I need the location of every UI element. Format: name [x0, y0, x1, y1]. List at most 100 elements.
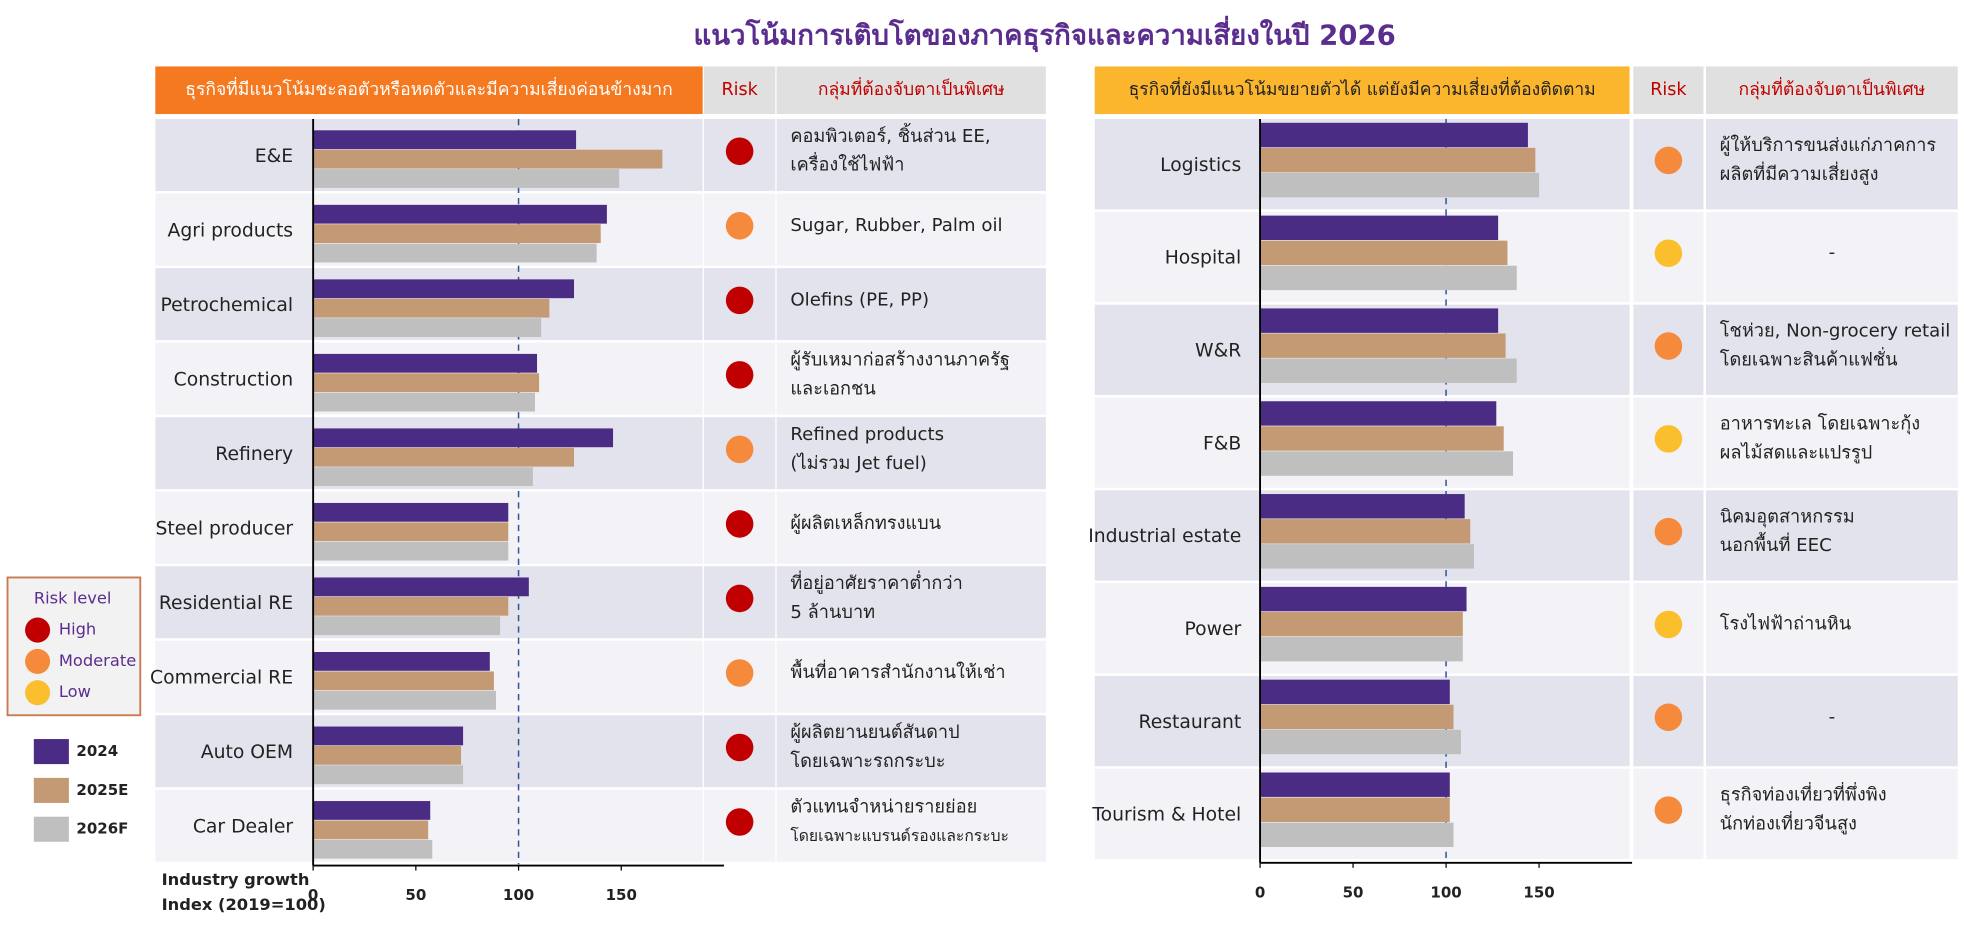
note-text: และเอกชน [790, 378, 875, 399]
risk-dot [725, 435, 754, 464]
legend-label: 2025E [76, 781, 128, 799]
x-tick-label: 100 [503, 886, 534, 904]
bar [313, 839, 433, 859]
bar [1260, 586, 1467, 612]
row-bg [1705, 768, 1958, 860]
bar [1260, 265, 1517, 291]
header-risk: Risk [1650, 80, 1687, 100]
bar [313, 318, 542, 337]
risk-dot [725, 584, 754, 613]
row-bg [776, 119, 1046, 192]
bar [1260, 822, 1454, 848]
category-label: Agri products [167, 220, 293, 241]
bar [313, 745, 462, 765]
legend-label: Moderate [59, 651, 136, 670]
risk-dot [1654, 146, 1683, 175]
bar [313, 130, 577, 150]
note-text: คอมพิวเตอร์, ชิ้นส่วน EE, [790, 123, 990, 147]
legend-label: High [59, 620, 96, 639]
page-title: แนวโน้มการเติบโตของภาคธุรกิจและความเสี่ย… [693, 15, 1395, 52]
row-bg [776, 193, 1046, 266]
category-label: Car Dealer [193, 817, 294, 838]
bar [313, 577, 529, 597]
bar [1260, 333, 1506, 358]
legend-label: 2024 [76, 742, 118, 760]
bar [313, 820, 429, 840]
legend-title: Risk level [34, 588, 112, 607]
bar [1260, 704, 1454, 730]
legend-swatch [33, 816, 69, 842]
risk-dot [1654, 332, 1683, 360]
bar [1260, 358, 1517, 383]
risk-dot [1654, 796, 1683, 824]
bar [1260, 451, 1514, 476]
bar [313, 765, 464, 785]
bar [313, 169, 620, 188]
bar [1260, 426, 1504, 451]
bar [1260, 772, 1450, 797]
category-label: Tourism & Hotel [1091, 805, 1241, 826]
bar [313, 616, 501, 636]
row-bg [776, 640, 1046, 713]
risk-dot [725, 212, 754, 240]
bar [1260, 172, 1540, 198]
note-text: Sugar, Rubber, Palm oil [790, 215, 1002, 236]
header-bar [776, 66, 1046, 115]
bar [313, 243, 597, 263]
risk-dot [725, 510, 754, 538]
bar [313, 279, 575, 299]
bar [313, 204, 607, 224]
header-bar [703, 66, 776, 115]
header-notes: กลุ่มที่ต้องจับตาเป็นพิเศษ [818, 77, 1005, 100]
legend-swatch [33, 777, 69, 803]
note-text: 5 ล้านบาท [790, 602, 875, 623]
category-label: Construction [174, 369, 293, 390]
note-text: ตัวแทนจำหน่ายรายย่อย [790, 797, 977, 818]
bar [1260, 122, 1528, 148]
header-bar [1705, 66, 1958, 115]
note-text: ธุรกิจท่องเที่ยวที่พึ่งพิง [1720, 782, 1887, 807]
row-bg [1705, 583, 1958, 674]
bar [313, 447, 575, 467]
bar [313, 651, 490, 671]
note-text: ผลไม้สดและแปรรูป [1720, 441, 1873, 463]
header-title: ธุรกิจที่ยังมีแนวโน้มขยายตัวได้ แต่ยังมี… [1129, 77, 1596, 100]
category-label: Auto OEM [201, 742, 293, 763]
bar [313, 671, 494, 691]
bar [1260, 797, 1450, 822]
legend-label: Low [59, 682, 91, 701]
row-bg [1705, 675, 1958, 767]
x-tick-label: 150 [1523, 884, 1554, 902]
header-bar [1633, 66, 1704, 115]
category-label: E&E [255, 146, 293, 167]
bar [313, 298, 550, 318]
row-bg [776, 566, 1046, 639]
bar [1260, 215, 1499, 241]
risk-dot [1654, 517, 1683, 546]
x-tick-label: 50 [1343, 884, 1364, 902]
category-label: Power [1185, 619, 1242, 640]
bar [313, 726, 464, 746]
header-title: ธุรกิจที่มีแนวโน้มชะลอตัวหรือหดตัวและมีค… [185, 77, 672, 100]
bar [313, 467, 533, 487]
row-bg [1705, 119, 1958, 210]
bar [313, 353, 538, 373]
x-tick-label: 50 [405, 886, 426, 904]
legend-dot [25, 617, 51, 643]
x-tick-label: 0 [1255, 884, 1265, 902]
bar [1260, 308, 1499, 333]
note-text: อาหารทะเล โดยเฉพาะกุ้ง [1720, 412, 1920, 435]
header-risk: Risk [721, 80, 758, 100]
note-text: Olefins (PE, PP) [790, 289, 929, 310]
note-text: (ไม่รวม Jet fuel) [790, 452, 926, 474]
legend-label: 2026F [76, 820, 128, 838]
bar [313, 428, 614, 448]
bar [313, 522, 509, 542]
risk-dot [725, 733, 754, 762]
bar [313, 801, 431, 820]
note-text: ผู้ให้บริการขนส่งแก่ภาคการ [1720, 134, 1937, 156]
bar [313, 502, 509, 522]
category-label: Refinery [215, 444, 293, 465]
category-label: Restaurant [1139, 712, 1242, 733]
